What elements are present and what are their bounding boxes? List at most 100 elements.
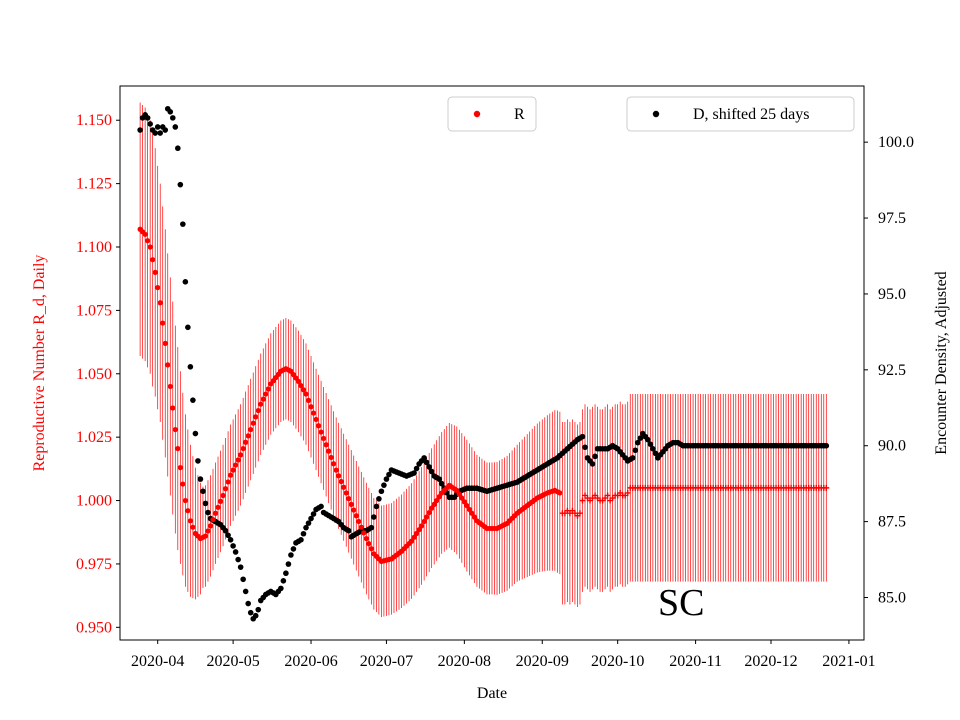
r-point [243,439,249,445]
r-point [147,244,153,250]
d-point [436,476,443,482]
d-point [227,537,234,543]
r-point [167,383,173,390]
r-point [260,396,266,402]
d-point [632,447,639,454]
r-point [426,509,432,516]
d-point [582,444,588,451]
r-point [366,541,372,547]
legend-d-box [626,96,855,132]
y-left-tick-label: 1.125 [76,176,112,193]
legend-d-marker [652,110,660,118]
d-point [247,609,254,616]
r-tail-point [579,497,586,504]
r-point [265,386,271,392]
d-point [200,488,206,495]
d-point [426,464,432,470]
d-point [589,461,596,467]
d-point [381,482,387,488]
r-point [177,464,183,471]
r-point [431,501,437,507]
d-point [177,181,184,188]
r-point [210,516,216,523]
y-right-tick-label: 100.0 [878,134,914,151]
r-point [225,479,231,485]
r-point [255,407,261,414]
d-point [376,496,382,502]
d-point [386,471,392,478]
d-point [421,455,427,461]
r-point [182,497,188,504]
r-point [368,546,374,552]
x-tick-label: 2020-04 [131,653,184,670]
d-point [197,476,204,482]
r-point [235,457,241,463]
r-point [227,472,234,478]
r-point [295,378,302,384]
r-point [459,495,465,501]
d-point [438,480,445,487]
d-point [157,130,164,136]
x-tick-label: 2020-07 [360,653,413,670]
r-point [313,416,319,423]
y-right-tick-label: 87.5 [878,514,906,531]
d-point [371,514,377,520]
y-left-tick-label: 1.000 [76,493,112,510]
r-point [419,523,425,529]
x-axis-label: Date [477,685,507,702]
r-point [358,524,364,530]
d-point [652,450,659,457]
y-right-tick-label: 92.5 [878,362,906,379]
r-point [205,528,211,534]
d-point [172,124,179,130]
r-point [454,487,460,494]
d-point [383,476,390,482]
y-left-axis-ticks: 0.950 0.975 1.000 1.025 1.050 1.075 1.100 1.125… [76,112,120,636]
r-point [323,442,329,448]
d-point [298,537,304,543]
r-point [303,391,309,397]
x-tick-label: 2021-01 [822,653,875,670]
legend-r: R [447,96,537,132]
legend-r-marker [473,110,481,118]
d-point [185,324,191,331]
r-point [456,491,462,497]
r-tail-point [823,484,830,491]
r-point [464,503,470,509]
r-point [338,478,344,485]
r-point [155,284,161,291]
d-point [147,121,153,127]
d-point [300,530,307,537]
y-left-tick-label: 1.075 [76,302,112,319]
r-point [353,513,359,519]
r-point [298,383,304,389]
r-tail-point [624,489,631,496]
d-point [308,515,314,522]
r-point [160,320,166,326]
d-point [182,278,189,285]
x-axis-ticks: 2020-04 2020-05 2020-06 2020-07 2020-08 2020-… [131,640,876,670]
r-series-points [137,226,563,565]
r-point [411,534,417,540]
r-point [310,410,317,416]
r-point [142,231,148,237]
d-point [345,527,352,534]
d-point [152,130,158,136]
d-point [232,549,239,555]
r-tail-point [604,492,611,499]
d-point [137,127,143,133]
d-point [290,546,297,552]
x-tick-label: 2020-08 [438,653,491,670]
legend-d: D, shifted 25 days [626,96,855,132]
d-point [637,435,644,441]
legend-d-label: D, shifted 25 days [693,106,809,123]
r-point [240,445,246,452]
d-point [230,543,236,549]
legend-r-box [447,96,537,132]
d-point [162,127,169,133]
r-point [145,238,151,244]
r-point [263,391,269,397]
r-point [190,524,196,530]
r-point [429,505,435,511]
